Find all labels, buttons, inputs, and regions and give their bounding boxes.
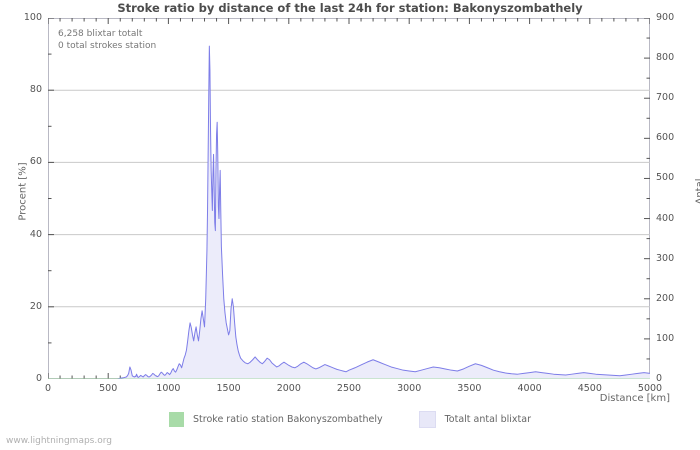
legend-item[interactable]: Stroke ratio station Bakonyszombathely: [169, 412, 383, 427]
y-axis-right-tick-label: 500: [656, 172, 675, 184]
x-axis-tick-label: 3000: [397, 383, 422, 394]
legend-swatch: [169, 412, 185, 427]
y-axis-right-tick-label: 200: [656, 292, 675, 304]
gridlines: [48, 89, 650, 308]
x-axis-tick-label: 1000: [156, 383, 181, 394]
y-axis-left-tick-label: 100: [23, 12, 42, 23]
y-axis-left-tick-label: 20: [29, 300, 42, 312]
legend-item[interactable]: Totalt antal blixtar: [418, 411, 531, 428]
y-axis-left-tick-label: 40: [29, 228, 42, 240]
x-axis-tick-label: 500: [99, 383, 118, 394]
x-axis-tick-label: 4500: [577, 383, 602, 394]
y-axis-left-tick-label: 80: [29, 84, 42, 96]
chart-legend: Stroke ratio station Bakonyszombathely To…: [0, 411, 700, 428]
annotation-line-1: 6,258 blixtar totalt: [58, 29, 143, 39]
x-axis-tick-label: 1500: [216, 383, 241, 394]
totalt-antal-blixtar-line: [48, 45, 650, 379]
y-axis-right-tick-label: 0: [656, 373, 663, 384]
x-axis-title: Distance [km]: [599, 393, 670, 404]
x-axis-tick-label: 2500: [336, 383, 362, 394]
y-axis-right-tick-label: 700: [656, 92, 675, 104]
x-axis-tick-label: 3500: [457, 383, 482, 394]
y-axis-right-tick-label: 600: [656, 132, 675, 144]
y-axis-left-tick-label: 0: [35, 373, 42, 384]
footer-url: www.lightningmaps.org: [6, 436, 112, 446]
x-axis-tick-label: 4000: [517, 383, 542, 394]
x-axis-tick-label: 0: [44, 383, 52, 394]
x-axis-tick-label: 5000: [637, 383, 663, 394]
totalt-antal-blixtar-area: [48, 46, 650, 379]
y-axis-right-tick-label: 400: [656, 212, 675, 224]
legend-label: Stroke ratio station Bakonyszombathely: [193, 414, 383, 425]
legend-swatch: [418, 411, 436, 428]
y-axis-left-tick-label: 60: [29, 156, 42, 168]
x-axis-tick-label: 2000: [276, 383, 301, 394]
axis-minor-ticks: [48, 18, 650, 379]
y-axis-right-tick-label: 800: [656, 52, 675, 64]
plot-canvas: [48, 18, 650, 379]
y-axis-right-tick-label: 900: [656, 12, 675, 23]
y-axis-right-tick-label: 300: [656, 252, 675, 264]
annotation-line-2: 0 total strokes station: [58, 41, 157, 51]
plot-frame: [48, 18, 650, 379]
plot-annotation: 6,258 blixtar totalt 0 total strokes sta…: [58, 28, 156, 52]
chart-title: Stroke ratio by distance of the last 24h…: [117, 1, 583, 15]
y-axis-right-tick-label: 100: [656, 332, 675, 344]
legend-label: Totalt antal blixtar: [444, 414, 531, 425]
